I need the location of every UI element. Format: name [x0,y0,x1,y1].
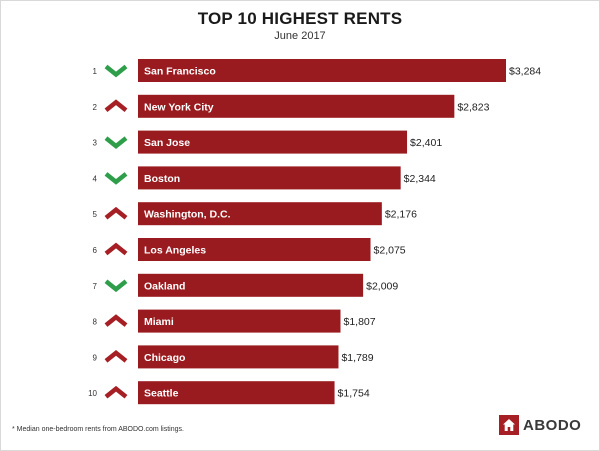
value-label: $2,401 [410,137,442,149]
bar [138,273,364,297]
category-label: San Jose [144,137,190,149]
bar [138,345,339,369]
bar [138,309,341,333]
bar [138,166,401,190]
logo-text: ABODO [523,416,582,434]
bar [138,238,371,261]
value-label: $2,075 [374,245,406,257]
value-label: $2,823 [457,101,489,113]
rank-label: 8 [93,318,98,327]
house-icon [499,415,519,435]
trend-down-icon [104,64,128,78]
category-label: Washington, D.C. [144,209,231,221]
trend-down-icon [104,172,128,185]
bar [138,130,408,154]
rank-label: 10 [88,389,97,398]
category-label: Oakland [144,280,185,292]
trend-up-icon [104,99,128,113]
chart-title: TOP 10 HIGHEST RENTS [197,9,403,28]
rank-label: 3 [93,139,98,148]
value-label: $3,284 [509,66,541,78]
category-label: Los Angeles [144,245,206,257]
trend-up-icon [104,242,128,256]
category-label: Boston [144,173,180,185]
bar [138,94,455,118]
value-label: $1,807 [343,316,375,328]
trend-up-icon [104,314,128,327]
value-label: $2,009 [366,280,398,292]
abodo-logo: ABODO [499,415,581,435]
rank-label: 4 [93,174,98,183]
bar [138,59,506,82]
category-label: San Francisco [144,66,216,78]
bar [138,202,382,226]
trend-down-icon [104,136,128,149]
category-label: New York City [144,101,214,113]
value-label: $1,754 [338,388,370,400]
rank-label: 6 [93,246,98,255]
rank-label: 9 [93,353,98,362]
trend-up-icon [104,350,128,363]
rank-label: 1 [93,67,98,76]
footnote: * Median one-bedroom rents from ABODO.co… [12,426,184,433]
category-label: Miami [144,316,174,328]
value-label: $2,176 [385,209,417,221]
category-label: Seattle [144,388,179,400]
rank-label: 5 [93,210,98,219]
category-label: Chicago [144,352,185,364]
trend-up-icon [104,385,128,399]
value-label: $1,789 [341,352,373,364]
bar [138,381,335,405]
chart-subtitle: June 2017 [274,30,326,42]
trend-down-icon [104,279,128,293]
rank-label: 7 [93,282,98,291]
value-label: $2,344 [404,173,436,185]
trend-up-icon [104,206,128,220]
rank-label: 2 [93,103,98,112]
